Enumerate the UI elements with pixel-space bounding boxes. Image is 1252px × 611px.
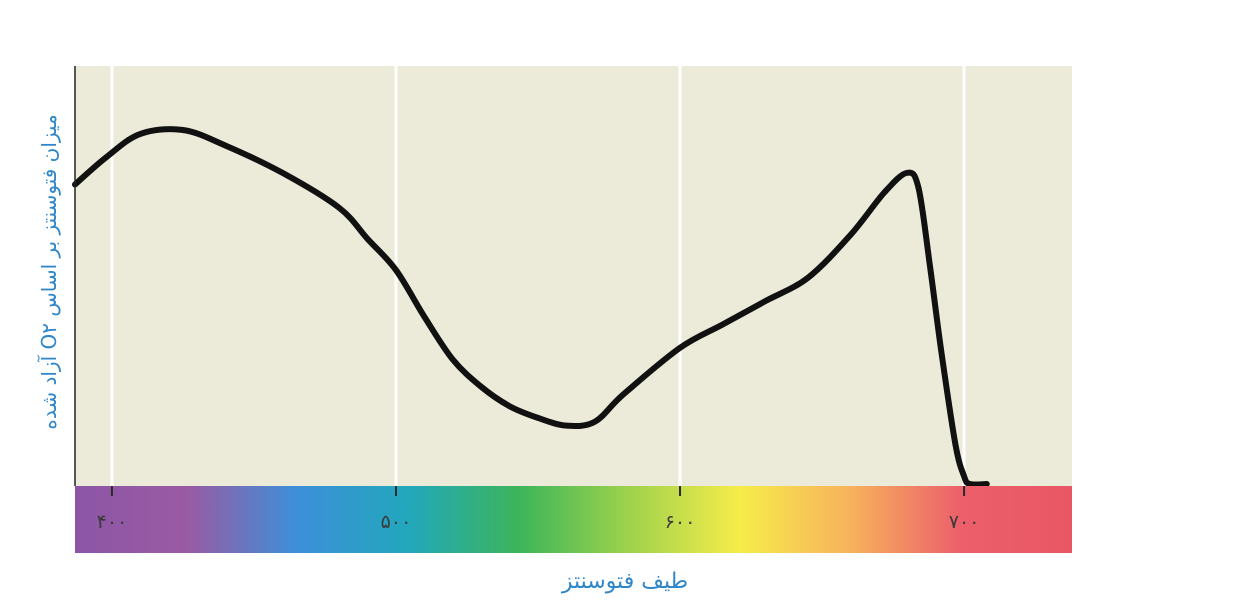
x-ticks: ۴۰۰ ۵۰۰ ۶۰۰ ۷۰۰	[97, 486, 980, 533]
tick-label-400: ۴۰۰	[97, 511, 128, 533]
tick-label-700: ۷۰۰	[949, 511, 980, 533]
tick-label-500: ۵۰۰	[381, 511, 412, 533]
plot-area	[75, 66, 1072, 486]
tick-label-600: ۶۰۰	[665, 511, 696, 533]
curve-layer	[72, 126, 990, 488]
x-axis-label: طیف فتوسنتز	[561, 569, 688, 594]
spectrum-bar	[75, 486, 1072, 553]
gridlines	[110, 66, 966, 486]
photosynthesis-curve	[72, 126, 990, 488]
y-axis-label: میزان فتوسنتز بر اساس O۲ آزاد شده	[36, 114, 61, 429]
